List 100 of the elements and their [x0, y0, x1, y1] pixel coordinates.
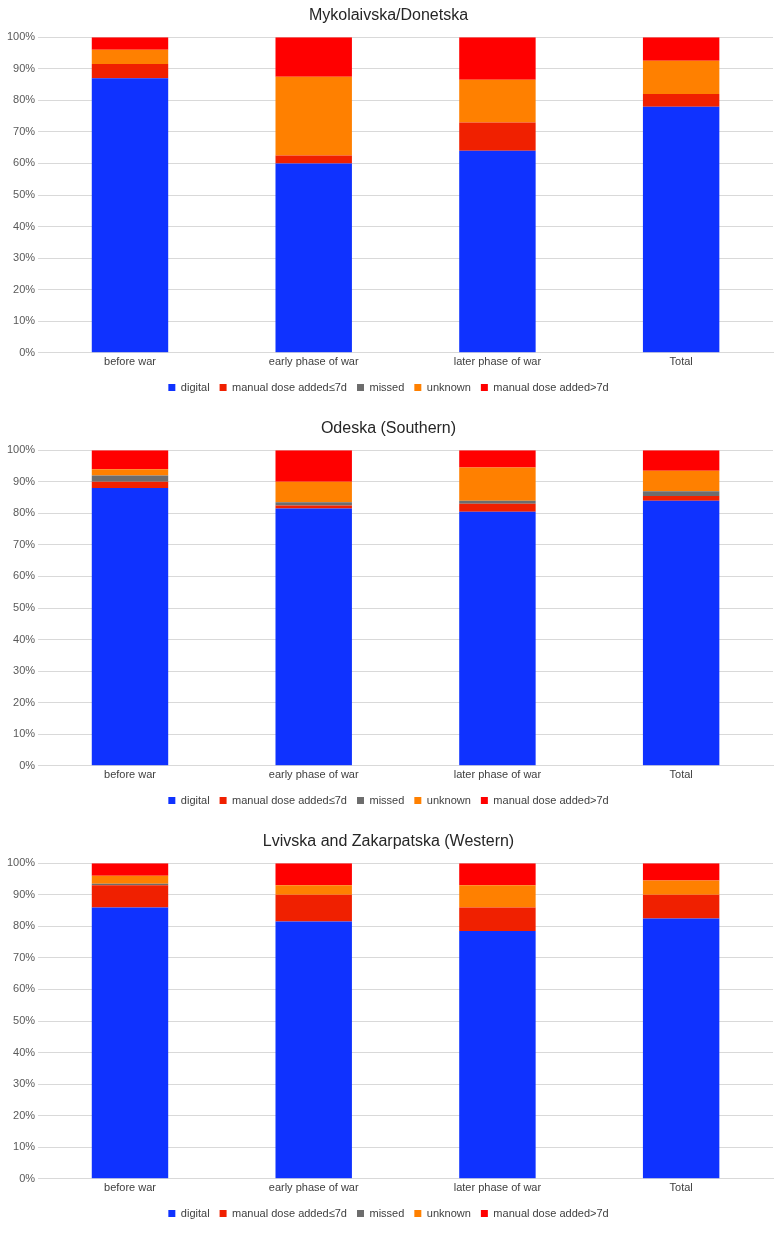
y-tick-label: 60% — [13, 982, 36, 995]
y-tick-label: 60% — [13, 156, 36, 169]
legend-label: manual dose added>7d — [493, 793, 609, 806]
bar — [91, 863, 169, 876]
bar — [642, 450, 720, 471]
bar — [459, 79, 536, 123]
bar — [459, 150, 536, 353]
y-tick-label: 30% — [13, 664, 36, 677]
legend-label: manual dose added>7d — [493, 380, 609, 393]
y-tick-label: 10% — [13, 314, 36, 327]
bar — [459, 511, 536, 766]
x-tick-label: early phase of war — [268, 355, 359, 368]
legend-label: unknown — [426, 1206, 471, 1219]
y-tick-label: 40% — [13, 632, 36, 645]
bar — [275, 885, 352, 895]
bar — [275, 481, 352, 503]
y-tick-label: 40% — [13, 1045, 36, 1058]
bar — [642, 470, 720, 492]
y-tick-label: 100% — [6, 30, 36, 43]
legend-label: missed — [369, 1206, 405, 1219]
y-tick-label: 70% — [13, 950, 36, 963]
bar — [459, 500, 536, 504]
y-tick-label: 10% — [13, 727, 36, 740]
bar — [642, 918, 720, 1179]
bar — [91, 885, 169, 908]
legend-label: digital — [180, 380, 210, 393]
bar — [275, 508, 352, 766]
y-tick-label: 0% — [19, 758, 36, 771]
bar — [459, 907, 536, 932]
x-tick-label: Total — [669, 1181, 693, 1194]
bar — [91, 78, 169, 353]
y-tick-label: 50% — [13, 188, 36, 201]
bar — [459, 931, 536, 1179]
bar — [275, 37, 352, 77]
legend-label: manual dose added≤7d — [232, 793, 347, 806]
y-tick-label: 100% — [6, 856, 36, 869]
y-tick-label: 0% — [19, 345, 36, 358]
y-tick-label: 20% — [13, 695, 36, 708]
bar — [91, 450, 169, 470]
bar — [91, 475, 169, 482]
legend-label: missed — [369, 793, 405, 806]
bar — [642, 37, 720, 61]
bar — [642, 491, 720, 496]
y-tick-label: 10% — [13, 1140, 36, 1153]
y-tick-label: 80% — [13, 93, 36, 106]
bar — [459, 467, 536, 501]
x-tick-label: early phase of war — [268, 1181, 359, 1194]
bar — [642, 106, 720, 353]
bar — [91, 907, 169, 1179]
bar — [91, 37, 169, 50]
bar — [91, 875, 169, 884]
x-tick-label: later phase of war — [453, 1181, 542, 1194]
y-tick-label: 70% — [13, 537, 36, 550]
chart-title: Odeska (Southern) — [320, 419, 457, 437]
y-tick-label: 70% — [13, 124, 36, 137]
y-tick-label: 40% — [13, 219, 36, 232]
bar — [459, 885, 536, 908]
x-tick-label: early phase of war — [268, 768, 359, 781]
bar — [275, 76, 352, 156]
legend-label: manual dose added≤7d — [232, 380, 347, 393]
y-tick-label: 90% — [13, 474, 36, 487]
bar — [642, 94, 720, 107]
legend-label: missed — [369, 380, 405, 393]
bar — [459, 503, 536, 512]
y-tick-label: 80% — [13, 919, 36, 932]
legend-label: manual dose added≤7d — [232, 1206, 347, 1219]
y-tick-label: 50% — [13, 1014, 36, 1027]
bar — [459, 122, 536, 151]
y-tick-label: 30% — [13, 251, 36, 264]
bar — [459, 37, 536, 80]
bar — [91, 469, 169, 476]
x-tick-label: before war — [104, 768, 157, 781]
bar — [91, 49, 169, 65]
x-tick-label: Total — [669, 768, 693, 781]
legend-label: digital — [180, 793, 210, 806]
bar — [275, 450, 352, 482]
chart-title: Lvivska and Zakarpatska (Western) — [262, 832, 515, 850]
y-tick-label: 20% — [13, 1108, 36, 1121]
bar — [91, 481, 169, 489]
x-tick-label: Total — [669, 355, 693, 368]
y-tick-label: 100% — [6, 443, 36, 456]
y-tick-label: 60% — [13, 569, 36, 582]
bar — [642, 500, 720, 766]
x-tick-label: later phase of war — [453, 768, 542, 781]
x-tick-label: later phase of war — [453, 355, 542, 368]
bar — [642, 880, 720, 895]
bar — [642, 60, 720, 95]
bar — [642, 894, 720, 919]
y-tick-label: 20% — [13, 282, 36, 295]
bar — [275, 863, 352, 886]
legend-label: digital — [180, 1206, 210, 1219]
y-tick-label: 80% — [13, 506, 36, 519]
bar — [642, 495, 720, 501]
chart-title: Mykolaivska/Donetska — [308, 6, 469, 24]
bar — [459, 863, 536, 886]
bar — [275, 894, 352, 922]
y-tick-label: 90% — [13, 887, 36, 900]
y-tick-label: 30% — [13, 1077, 36, 1090]
y-tick-label: 90% — [13, 61, 36, 74]
bar — [275, 163, 352, 353]
